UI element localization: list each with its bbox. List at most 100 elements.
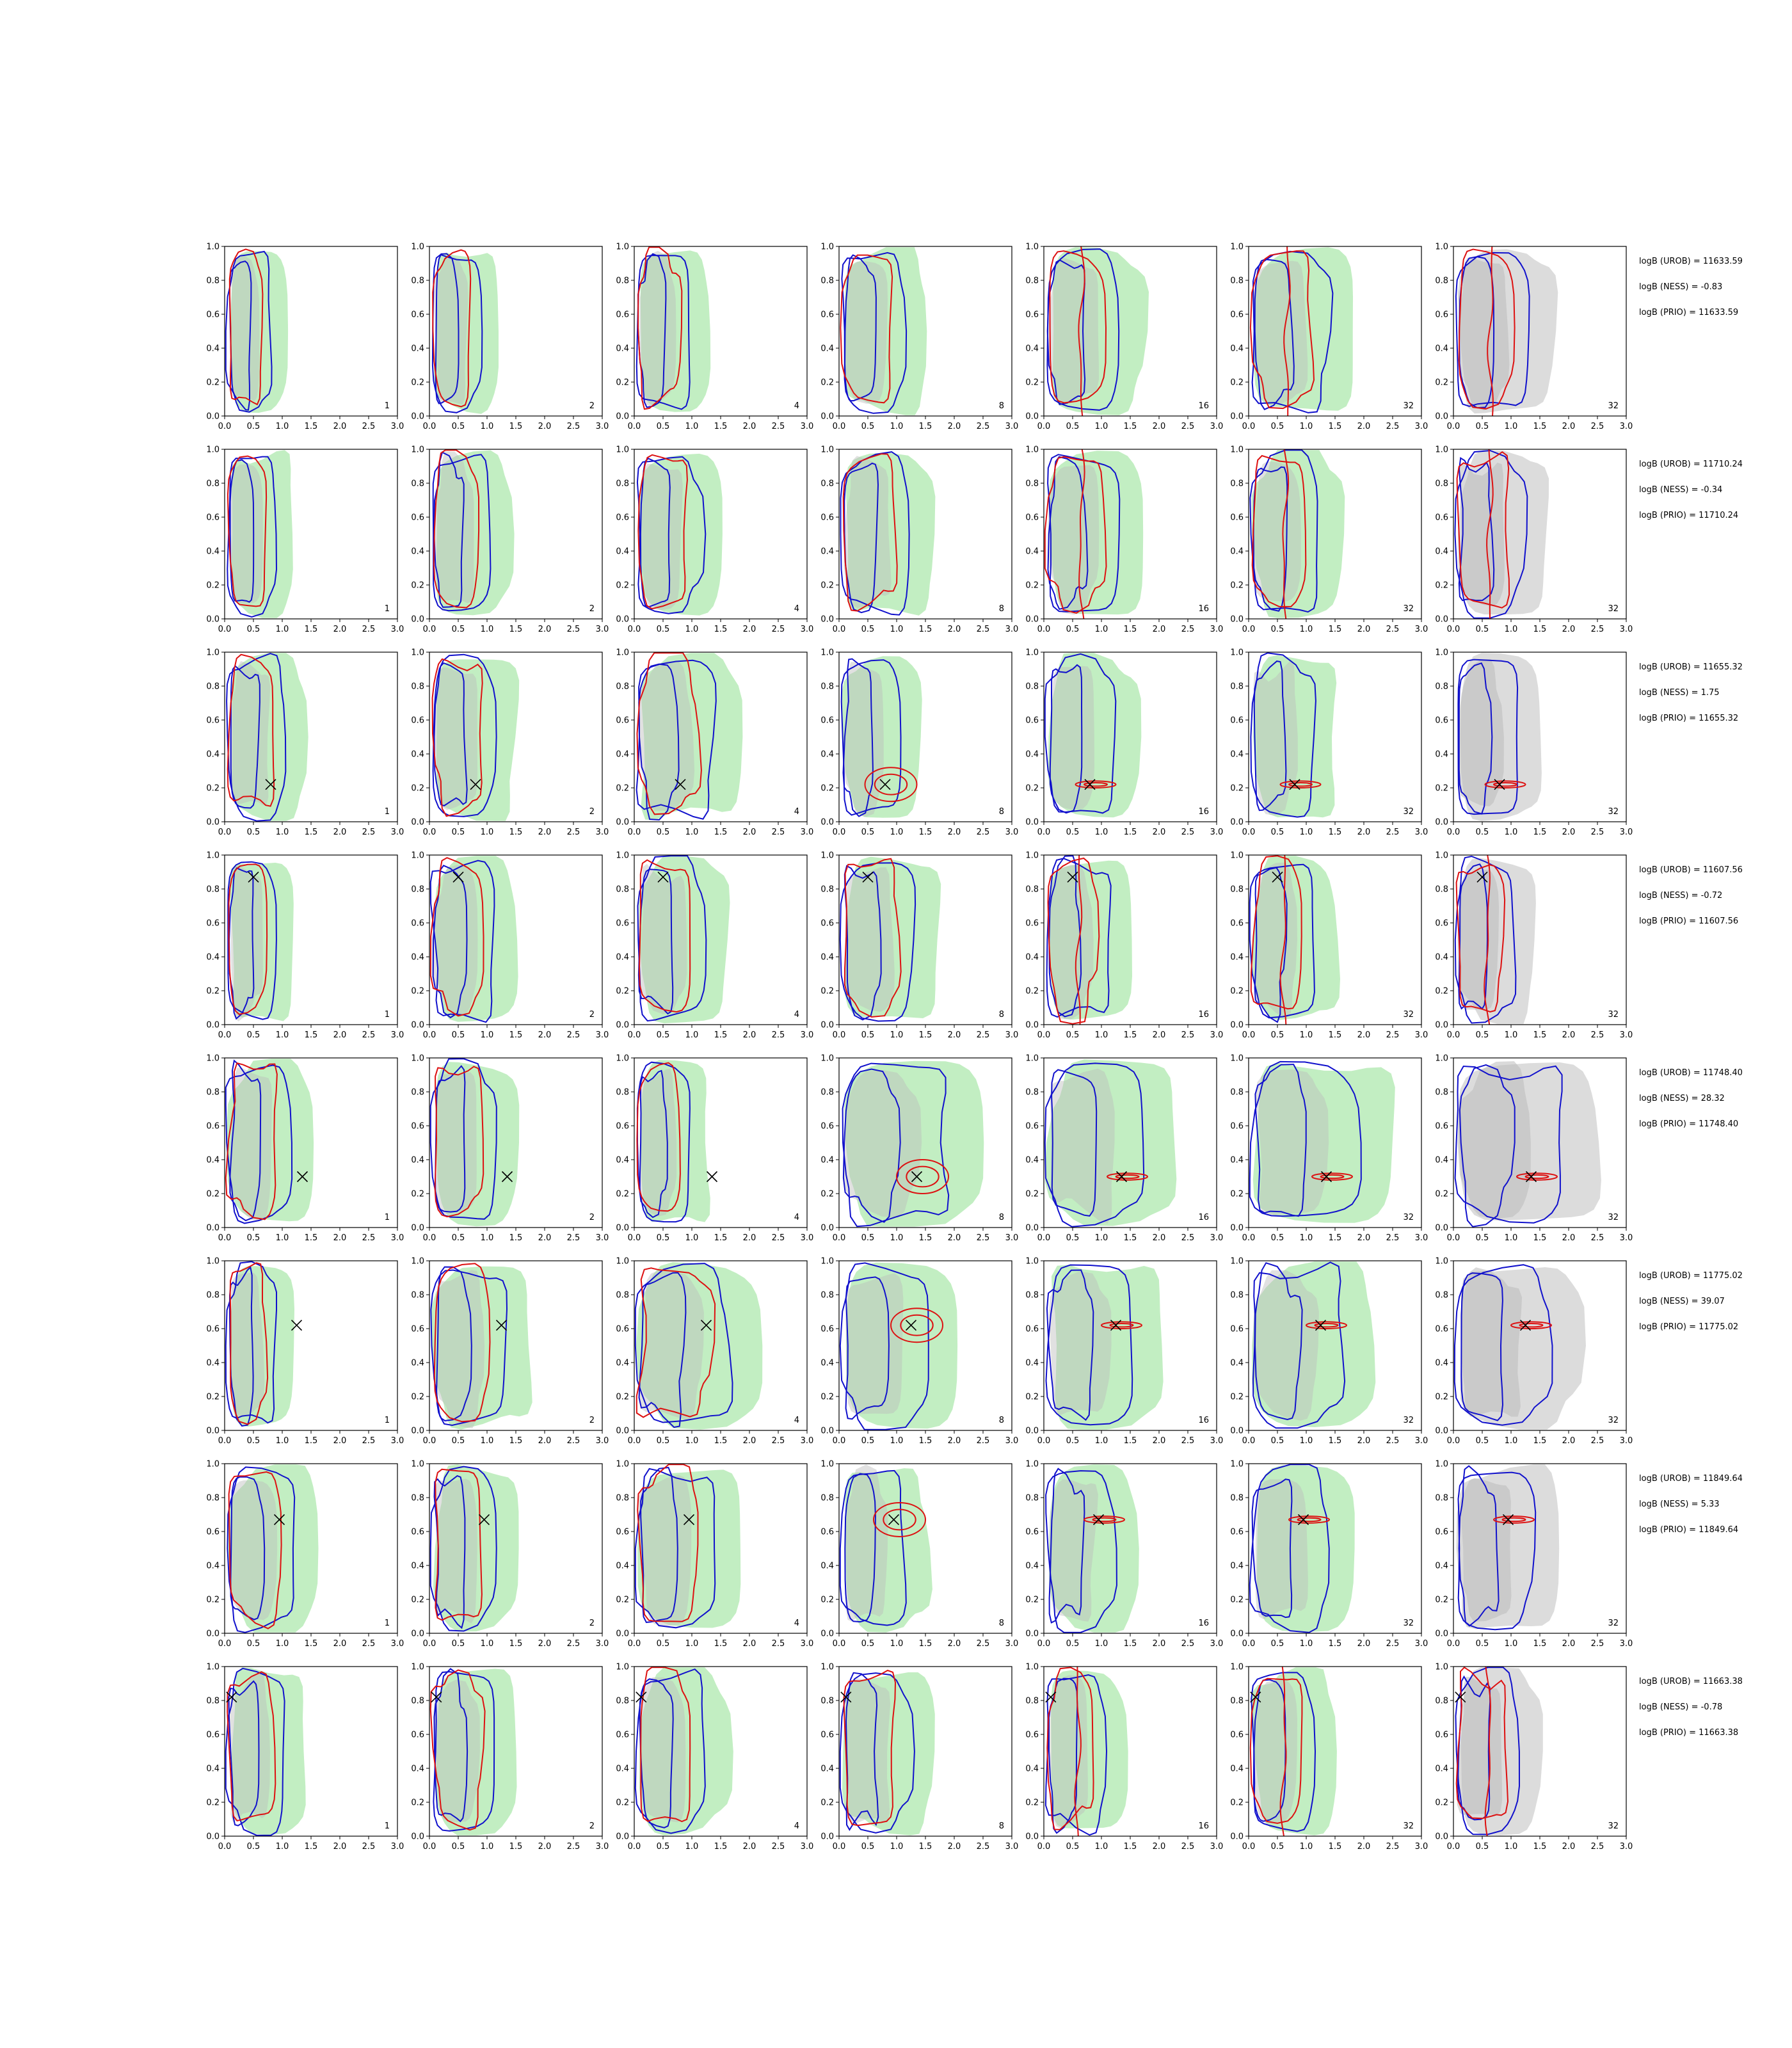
x-tick-label: 1.0	[481, 1030, 494, 1040]
blue-contour-outer	[840, 451, 910, 616]
y-tick-label: 0.6	[411, 919, 424, 929]
x-tick-label: 0.0	[1242, 422, 1256, 431]
y-tick-label: 0.6	[1025, 919, 1039, 929]
logb-annotation: logB (UROB) = 11849.64	[1639, 1474, 1743, 1484]
panel-r1-c6: 0.0 0.5 1.0 1.5 2.0 2.5 3.0 0.0 0.2 0.4 0.6 0.8 1.0 3…	[1230, 243, 1428, 432]
y-tick-label: 0.6	[820, 1325, 834, 1334]
x-tick-label: 2.5	[1386, 1436, 1400, 1446]
y-tick-label: 0.2	[411, 1393, 424, 1402]
panel-number-label: 2	[589, 1821, 595, 1831]
x-tick-label: 0.0	[833, 1842, 846, 1852]
panel-r5-c1: 0.0 0.5 1.0 1.5 2.0 2.5 3.0 0.0 0.2 0.4 0.6 0.8 1.0 1	[206, 1054, 404, 1244]
panel-r7-c2: 0.0 0.5 1.0 1.5 2.0 2.5 3.0 0.0 0.2 0.4 0.6 0.8 1.0 2	[411, 1460, 609, 1649]
x-tick-label: 2.5	[772, 1639, 785, 1649]
x-tick-label: 1.5	[509, 1233, 523, 1243]
x-tick-label: 1.0	[685, 1030, 699, 1040]
y-tick-label: 0.8	[206, 1494, 220, 1503]
red-contour-outer	[1107, 1172, 1148, 1181]
density-fill-inner	[435, 668, 477, 810]
density-fill-outer	[845, 452, 936, 616]
x-tick-label: 0.0	[1037, 1639, 1051, 1649]
y-tick-label: 0.6	[820, 513, 834, 523]
blue-contour-outer	[1045, 1264, 1133, 1426]
y-tick-label: 0.2	[411, 987, 424, 996]
x-tick-label: 2.5	[1591, 1030, 1604, 1040]
y-tick-label: 0.0	[616, 615, 629, 625]
true-value-marker	[478, 1514, 490, 1526]
y-tick-label: 0.6	[1025, 1325, 1039, 1334]
panel-number-label: 16	[1198, 1010, 1209, 1020]
red-contour-outer	[1044, 456, 1107, 614]
x-tick-label: 0.5	[1476, 1639, 1489, 1649]
y-tick-label: 0.8	[1435, 1088, 1448, 1098]
y-tick-label: 1.0	[1435, 1460, 1448, 1469]
y-tick-label: 0.4	[1435, 1764, 1448, 1774]
y-tick-label: 1.0	[616, 1257, 629, 1267]
x-tick-label: 2.0	[1153, 422, 1166, 431]
density-fill-inner	[435, 1478, 477, 1624]
blue-contour-inner	[842, 1068, 901, 1223]
x-tick-label: 2.5	[1181, 1030, 1195, 1040]
x-tick-label: 0.5	[247, 1842, 260, 1852]
blue-contour-outer	[429, 1466, 497, 1632]
x-tick-label: 0.0	[628, 1436, 641, 1446]
y-tick-label: 0.4	[1230, 547, 1244, 557]
y-tick-label: 0.8	[1230, 885, 1244, 895]
x-tick-label: 0.0	[218, 1639, 232, 1649]
density-fill-outer	[1251, 1667, 1337, 1836]
logb-annotation: logB (UROB) = 11775.02	[1639, 1271, 1743, 1281]
x-tick-label: 0.5	[657, 422, 670, 431]
x-tick-label: 1.5	[1124, 1233, 1137, 1243]
y-tick-label: 0.8	[1435, 1697, 1448, 1706]
x-tick-label: 0.5	[247, 828, 260, 837]
y-tick-label: 0.8	[206, 1291, 220, 1300]
panel-r5-c5: 0.0 0.5 1.0 1.5 2.0 2.5 3.0 0.0 0.2 0.4 0.6 0.8 1.0 1…	[1025, 1054, 1223, 1244]
red-contour-outer	[433, 449, 480, 609]
x-tick-label: 3.0	[1620, 1436, 1633, 1446]
y-tick-label: 0.4	[206, 750, 220, 760]
x-tick-label: 0.0	[833, 625, 846, 634]
x-tick-label: 2.5	[567, 1436, 580, 1446]
x-tick-label: 0.0	[1447, 1639, 1460, 1649]
x-tick-label: 0.0	[1037, 625, 1051, 634]
density-fill-inner	[640, 1677, 686, 1823]
blue-contour-outer	[1454, 449, 1528, 619]
panel-r4-c5: 0.0 0.5 1.0 1.5 2.0 2.5 3.0 0.0 0.2 0.4 0.6 0.8 1.0 1…	[1025, 851, 1223, 1041]
y-tick-label: 0.2	[820, 784, 834, 794]
y-tick-label: 0.4	[1435, 1562, 1448, 1571]
blue-contour-outer	[636, 254, 691, 410]
density-fill-outer	[845, 1468, 932, 1633]
y-tick-label: 0.8	[1025, 1088, 1039, 1098]
x-tick-label: 2.0	[333, 625, 347, 634]
y-tick-label: 0.6	[820, 1528, 834, 1537]
red-contour-inner	[1314, 1323, 1339, 1328]
x-tick-label: 1.0	[685, 1233, 699, 1243]
x-tick-label: 2.0	[1153, 1030, 1166, 1040]
y-tick-label: 0.2	[820, 1393, 834, 1402]
blue-contour-outer	[1045, 1470, 1117, 1633]
blue-contour-inner	[1046, 1269, 1094, 1421]
y-tick-label: 0.4	[1025, 1764, 1039, 1774]
panel-r8-c2: 0.0 0.5 1.0 1.5 2.0 2.5 3.0 0.0 0.2 0.4 0.6 0.8 1.0 2	[411, 1663, 609, 1852]
x-tick-label: 3.0	[1210, 1436, 1224, 1446]
panel-number-label: 8	[999, 1213, 1004, 1222]
y-tick-label: 0.6	[1025, 716, 1039, 726]
x-tick-label: 0.5	[1476, 1030, 1489, 1040]
y-tick-label: 0.2	[616, 1393, 629, 1402]
x-tick-label: 0.5	[657, 1233, 670, 1243]
x-tick-label: 2.5	[362, 1842, 376, 1852]
y-tick-label: 0.6	[206, 919, 220, 929]
x-tick-label: 2.0	[538, 422, 552, 431]
panel-r1-c3: 0.0 0.5 1.0 1.5 2.0 2.5 3.0 0.0 0.2 0.4 0.6 0.8 1.0 4	[616, 243, 813, 432]
y-tick-label: 0.0	[411, 1629, 424, 1639]
y-tick-label: 0.2	[206, 1393, 220, 1402]
density-fill-inner	[230, 1480, 278, 1620]
x-tick-label: 1.5	[1124, 625, 1137, 634]
y-tick-label: 0.2	[1230, 987, 1244, 996]
x-tick-label: 2.5	[567, 625, 580, 634]
y-tick-label: 0.8	[1435, 276, 1448, 286]
red-contour-inner	[1109, 1323, 1134, 1328]
y-tick-label: 1.0	[616, 648, 629, 658]
blue-contour-outer	[433, 1671, 495, 1832]
y-tick-label: 0.4	[1230, 1764, 1244, 1774]
